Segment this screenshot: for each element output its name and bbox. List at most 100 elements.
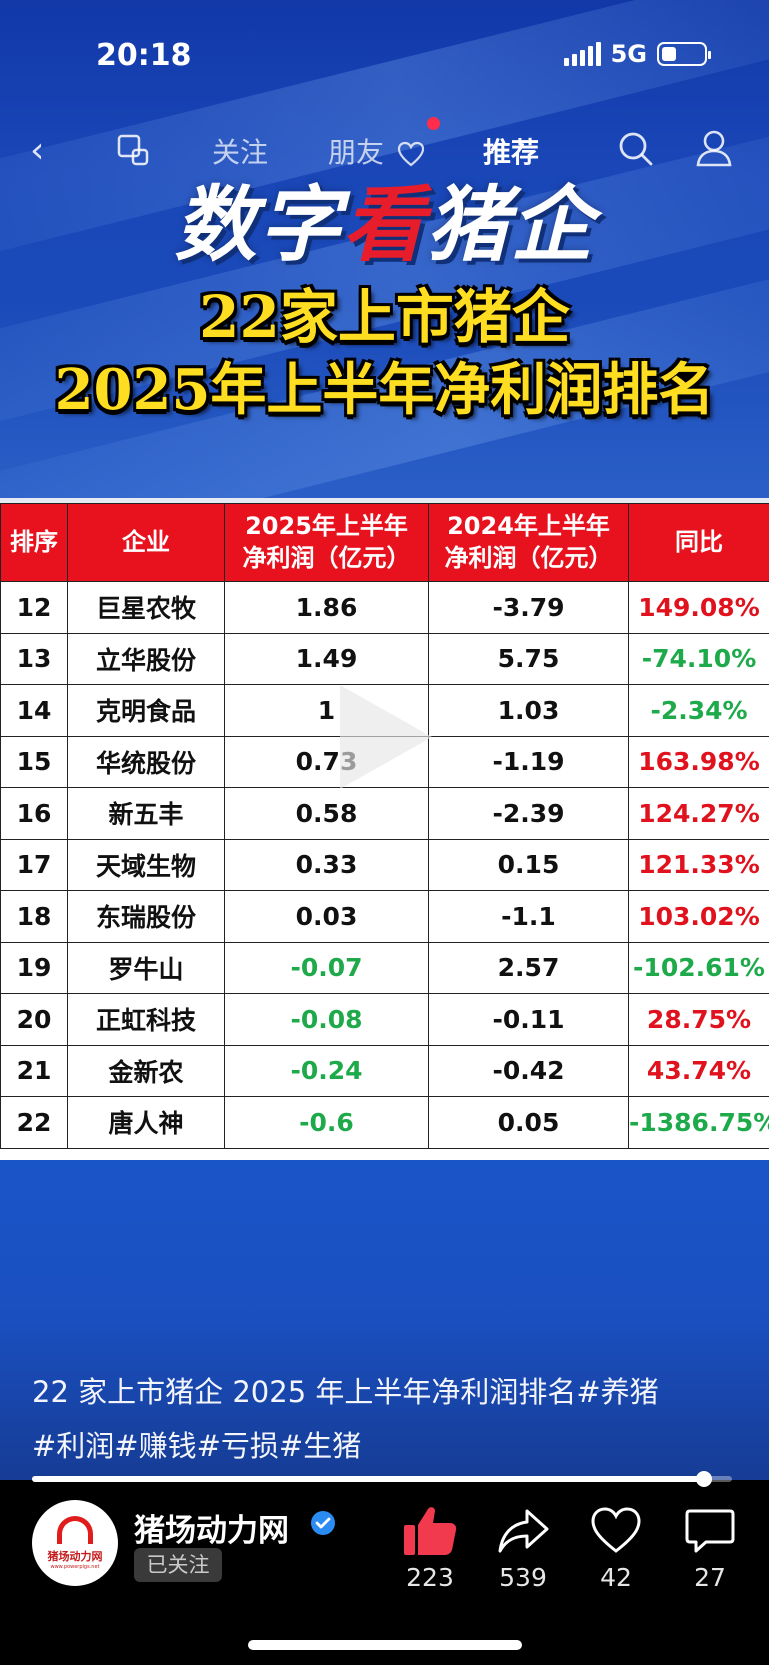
tab-recommend[interactable]: 推荐 — [483, 136, 540, 169]
cell-h1-2025: 0.58 — [224, 787, 429, 840]
bottom-bar-background — [0, 1480, 769, 1665]
table-row: 16 新五丰 0.58 -2.39 124.27% — [0, 787, 769, 840]
video-caption[interactable]: 22 家上市猪企 2025 年上半年净利润排名#养猪 #利润#赚钱#亏损#生猪 — [32, 1365, 742, 1473]
cell-rank: 15 — [0, 735, 68, 788]
cell-h1-2024: 1.03 — [428, 684, 629, 737]
cell-rank: 16 — [0, 787, 68, 840]
favorite-button[interactable]: 42 — [576, 1505, 656, 1592]
cell-h1-2024: -0.42 — [428, 1044, 629, 1097]
video-background-lower — [0, 1160, 769, 1480]
cell-rank: 17 — [0, 838, 68, 891]
header-h1-2025: 2025年上半年 净利润（亿元） — [224, 503, 429, 582]
cell-company: 新五丰 — [67, 787, 225, 840]
cell-company: 正虹科技 — [67, 993, 225, 1046]
like-button[interactable]: 223 — [390, 1505, 470, 1592]
cell-h1-2024: -1.1 — [428, 890, 629, 943]
tab-friends[interactable]: 朋友 — [328, 136, 385, 169]
progress-fill — [32, 1476, 704, 1482]
avatar[interactable]: 猪场动力网 www.powerpigs.net — [32, 1500, 118, 1586]
network-type: 5G — [610, 40, 647, 68]
cell-company: 天域生物 — [67, 838, 225, 891]
status-indicators: 5G — [563, 40, 711, 68]
cell-yoy: 124.27% — [628, 787, 769, 840]
cell-yoy: 163.98% — [628, 735, 769, 788]
share-button[interactable]: 539 — [483, 1505, 563, 1592]
favorite-count: 42 — [600, 1563, 632, 1592]
cell-h1-2024: 2.57 — [428, 941, 629, 994]
caption-line2: #利润#赚钱#亏损#生猪 — [32, 1429, 362, 1463]
cell-h1-2025: 0.03 — [224, 890, 429, 943]
cell-h1-2025: 0.33 — [224, 838, 429, 891]
progress-handle[interactable] — [696, 1471, 712, 1487]
home-indicator[interactable] — [248, 1640, 522, 1650]
header-yoy: 同比 — [628, 503, 769, 582]
headline-line2: 2025年上半年净利润排名 — [54, 357, 715, 423]
header-h1-2024: 2024年上半年 净利润（亿元） — [428, 503, 629, 582]
table-row: 19 罗牛山 -0.07 2.57 -102.61% — [0, 941, 769, 994]
verified-badge-icon — [311, 1511, 335, 1535]
cell-h1-2024: 5.75 — [428, 632, 629, 685]
cell-yoy: 43.74% — [628, 1044, 769, 1097]
cell-h1-2024: -1.19 — [428, 735, 629, 788]
cell-h1-2024: -0.11 — [428, 993, 629, 1046]
comment-count: 27 — [694, 1563, 726, 1592]
cell-yoy: -2.34% — [628, 684, 769, 737]
headline-line1: 22家上市猪企 — [199, 283, 570, 351]
thumbs-up-icon — [404, 1507, 457, 1555]
cell-h1-2025: 1.86 — [224, 581, 429, 634]
play-icon[interactable] — [340, 685, 432, 789]
cell-company: 克明食品 — [67, 684, 225, 737]
cell-company: 华统股份 — [67, 735, 225, 788]
table-row: 21 金新农 -0.24 -0.42 43.74% — [0, 1044, 769, 1097]
cell-h1-2024: 0.15 — [428, 838, 629, 891]
cell-rank: 12 — [0, 581, 68, 634]
top-nav: ‹ 关注 朋友 推荐 — [0, 117, 769, 175]
cell-rank: 19 — [0, 941, 68, 994]
tab-following[interactable]: 关注 — [212, 136, 269, 169]
cell-h1-2025: -0.6 — [224, 1096, 429, 1149]
cell-company: 金新农 — [67, 1044, 225, 1097]
back-icon[interactable]: ‹ — [30, 130, 45, 171]
multi-window-icon[interactable] — [116, 133, 150, 167]
table-row: 14 克明食品 1 1.03 -2.34% — [0, 684, 769, 737]
cell-yoy: 28.75% — [628, 993, 769, 1046]
cell-yoy: 121.33% — [628, 838, 769, 891]
cell-yoy: -1386.75% — [628, 1096, 769, 1149]
share-arrow-icon — [498, 1509, 549, 1553]
table-row: 18 东瑞股份 0.03 -1.1 103.02% — [0, 890, 769, 943]
table-row: 12 巨星农牧 1.86 -3.79 149.08% — [0, 581, 769, 634]
profile-icon[interactable] — [695, 129, 733, 167]
profit-table: 排序 企业 2025年上半年 净利润（亿元） 2024年上半年 净利润（亿元） … — [0, 498, 769, 1160]
cell-yoy: 103.02% — [628, 890, 769, 943]
cell-company: 巨星农牧 — [67, 581, 225, 634]
cell-company: 唐人神 — [67, 1096, 225, 1149]
author-name[interactable]: 猪场动力网 — [134, 1513, 289, 1549]
cell-company: 东瑞股份 — [67, 890, 225, 943]
heart-outline-icon — [397, 141, 425, 167]
cell-yoy: -74.10% — [628, 632, 769, 685]
avatar-brand-text: 猪场动力网 — [47, 1550, 103, 1563]
video-logo-title: 数字看猪企 — [0, 158, 769, 277]
table-header-row: 排序 企业 2025年上半年 净利润（亿元） 2024年上半年 净利润（亿元） … — [0, 503, 769, 582]
video-progress-bar[interactable] — [32, 1471, 732, 1487]
cell-h1-2025: -0.08 — [224, 993, 429, 1046]
cell-rank: 18 — [0, 890, 68, 943]
cell-rank: 14 — [0, 684, 68, 737]
cell-company: 立华股份 — [67, 632, 225, 685]
comment-button[interactable]: 27 — [670, 1505, 750, 1592]
header-company: 企业 — [67, 503, 225, 582]
search-icon[interactable] — [618, 131, 654, 167]
table-row: 22 唐人神 -0.6 0.05 -1386.75% — [0, 1096, 769, 1149]
table-row: 17 天域生物 0.33 0.15 121.33% — [0, 838, 769, 891]
notification-dot — [427, 117, 440, 130]
cell-rank: 22 — [0, 1096, 68, 1149]
follow-status-button[interactable]: 已关注 — [134, 1548, 222, 1582]
status-time: 20:18 — [96, 38, 192, 73]
cell-h1-2025: 1.49 — [224, 632, 429, 685]
brand-logo-icon — [57, 1516, 93, 1544]
cell-yoy: -102.61% — [628, 941, 769, 994]
cell-company: 罗牛山 — [67, 941, 225, 994]
cell-h1-2025: -0.24 — [224, 1044, 429, 1097]
signal-icon — [563, 42, 601, 66]
logo-left-text: 数字 — [174, 178, 343, 273]
